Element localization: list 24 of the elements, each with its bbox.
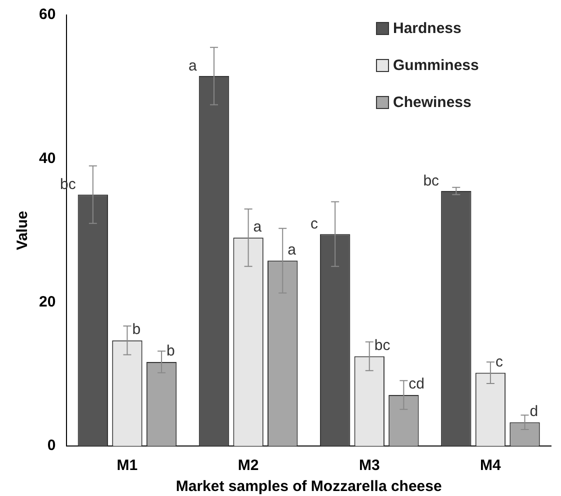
- data-label: a: [253, 218, 262, 236]
- legend-label: Chewiness: [393, 94, 472, 111]
- legend-label: Hardness: [393, 20, 462, 37]
- y-axis-title: Value: [14, 210, 32, 250]
- legend-label: Gumminess: [393, 57, 479, 74]
- data-label: b: [132, 321, 141, 338]
- x-tick-label: M1: [116, 457, 138, 474]
- y-tick-label: 20: [38, 293, 56, 310]
- data-label: bc: [423, 172, 440, 190]
- data-label: d: [530, 402, 538, 420]
- y-tick-label: 0: [47, 437, 56, 454]
- x-tick-label: M4: [480, 457, 502, 474]
- x-axis-title: Market samples of Mozzarella cheese: [176, 478, 442, 496]
- x-tick-label: M3: [358, 457, 380, 474]
- x-tick-label: M2: [238, 457, 259, 474]
- data-label: c: [310, 216, 318, 233]
- data-label: c: [495, 353, 504, 370]
- data-label: a: [288, 241, 297, 258]
- y-tick-label: 60: [38, 6, 56, 24]
- y-tick-label: 40: [38, 150, 56, 167]
- data-label: bc: [374, 336, 391, 354]
- data-label: a: [188, 58, 198, 75]
- data-label: cd: [408, 376, 425, 393]
- data-label: b: [166, 342, 175, 360]
